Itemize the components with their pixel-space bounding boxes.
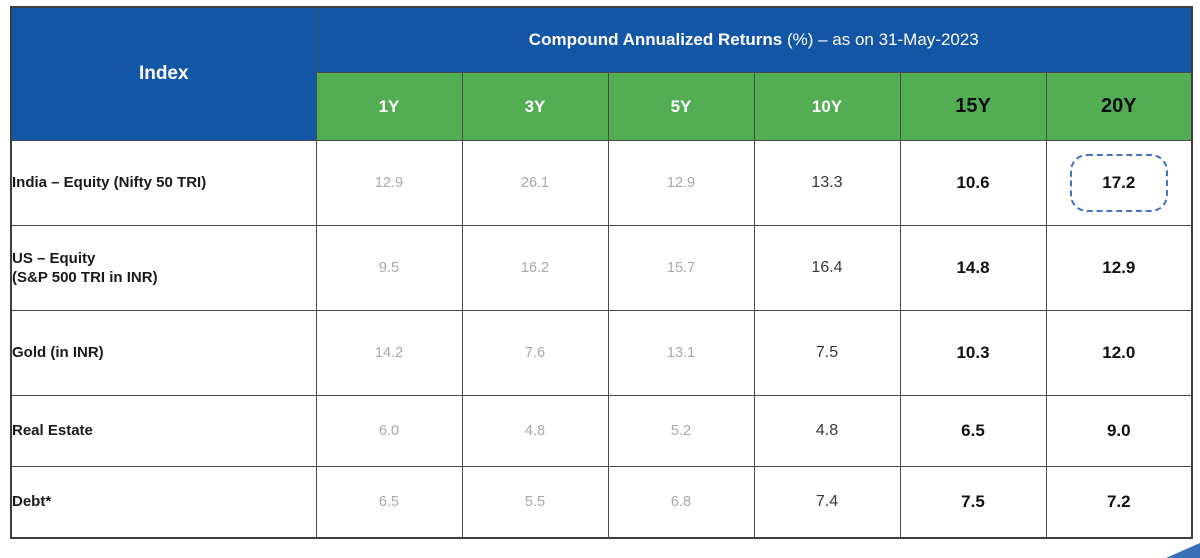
dashed-highlight-box: 17.2 <box>1069 154 1168 212</box>
row-label: Debt* <box>10 466 317 539</box>
table-row-debt: Debt* 6.5 5.5 6.8 7.4 7.5 7.2 <box>10 466 1193 539</box>
value-cell: 12.9 <box>315 140 463 226</box>
row-label-line1: India – Equity (Nifty 50 TRI) <box>12 174 207 192</box>
period-header-3y: 3Y <box>461 72 609 141</box>
row-label-line1: US – Equity <box>12 249 96 267</box>
main-header-bold-text: Compound Annualized Returns <box>528 30 783 49</box>
table-row-india-equity: India – Equity (Nifty 50 TRI) 12.9 26.1 … <box>10 140 1193 226</box>
row-label: Real Estate <box>10 395 317 467</box>
row-label-line2: (S&P 500 TRI in INR) <box>12 269 158 286</box>
value-cell: 13.1 <box>607 310 755 396</box>
value-cell: 12.0 <box>1045 310 1193 396</box>
main-header-rest-text: (%) – as on 31-May-2023 <box>782 30 979 49</box>
highlighted-value: 17.2 <box>1102 173 1136 192</box>
table-row-gold: Gold (in INR) 14.2 7.6 13.1 7.5 10.3 12.… <box>10 310 1193 396</box>
main-header: Compound Annualized Returns (%) – as on … <box>315 6 1193 73</box>
value-cell: 5.2 <box>607 395 755 467</box>
value-cell: 7.5 <box>899 466 1047 539</box>
table-row-real-estate: Real Estate 6.0 4.8 5.2 4.8 6.5 9.0 <box>10 395 1193 467</box>
period-header-20y: 20Y <box>1045 72 1193 141</box>
header-row-periods: 1Y 3Y 5Y 10Y 15Y 20Y <box>11 72 1193 141</box>
header-row-main: Index Compound Annualized Returns (%) – … <box>10 6 1193 141</box>
value-cell: 26.1 <box>461 140 609 226</box>
value-cell: 10.3 <box>899 310 1047 396</box>
value-cell: 7.2 <box>1045 466 1193 539</box>
value-cell: 14.8 <box>899 225 1047 311</box>
row-label: India – Equity (Nifty 50 TRI) <box>10 140 317 226</box>
period-header-15y: 15Y <box>899 72 1047 141</box>
value-cell: 16.4 <box>753 225 901 311</box>
corner-graphic-triangle <box>1166 543 1200 558</box>
value-cell: 13.3 <box>753 140 901 226</box>
row-label-line1: Debt* <box>12 493 52 511</box>
value-cell: 7.5 <box>753 310 901 396</box>
value-cell: 12.9 <box>607 140 755 226</box>
row-label-line1: Gold (in INR) <box>12 344 104 362</box>
value-cell: 4.8 <box>753 395 901 467</box>
value-cell: 14.2 <box>315 310 463 396</box>
index-header-label: Index <box>138 63 189 84</box>
value-cell: 7.4 <box>753 466 901 539</box>
value-cell: 15.7 <box>607 225 755 311</box>
returns-table: Index Compound Annualized Returns (%) – … <box>10 6 1194 539</box>
value-cell: 10.6 <box>899 140 1047 226</box>
row-label-line1: Real Estate <box>12 422 93 440</box>
period-header-10y: 10Y <box>753 72 901 141</box>
period-header-5y: 5Y <box>607 72 755 141</box>
index-column-header: Index <box>10 6 317 141</box>
period-header-1y: 1Y <box>315 72 463 141</box>
row-label: US – Equity (S&P 500 TRI in INR) <box>10 225 317 311</box>
row-label: Gold (in INR) <box>10 310 317 396</box>
value-cell: 6.5 <box>315 466 463 539</box>
value-cell: 9.5 <box>315 225 463 311</box>
returns-table-container: Index Compound Annualized Returns (%) – … <box>10 6 1194 539</box>
value-cell: 5.5 <box>461 466 609 539</box>
value-cell: 6.5 <box>899 395 1047 467</box>
value-cell: 12.9 <box>1045 225 1193 311</box>
value-cell: 6.8 <box>607 466 755 539</box>
value-cell: 16.2 <box>461 225 609 311</box>
value-cell: 9.0 <box>1045 395 1193 467</box>
value-cell: 7.6 <box>461 310 609 396</box>
value-cell: 4.8 <box>461 395 609 467</box>
value-cell: 6.0 <box>315 395 463 467</box>
value-cell-highlighted: 17.2 <box>1045 140 1193 226</box>
table-row-us-equity: US – Equity (S&P 500 TRI in INR) 9.5 16.… <box>10 225 1193 311</box>
